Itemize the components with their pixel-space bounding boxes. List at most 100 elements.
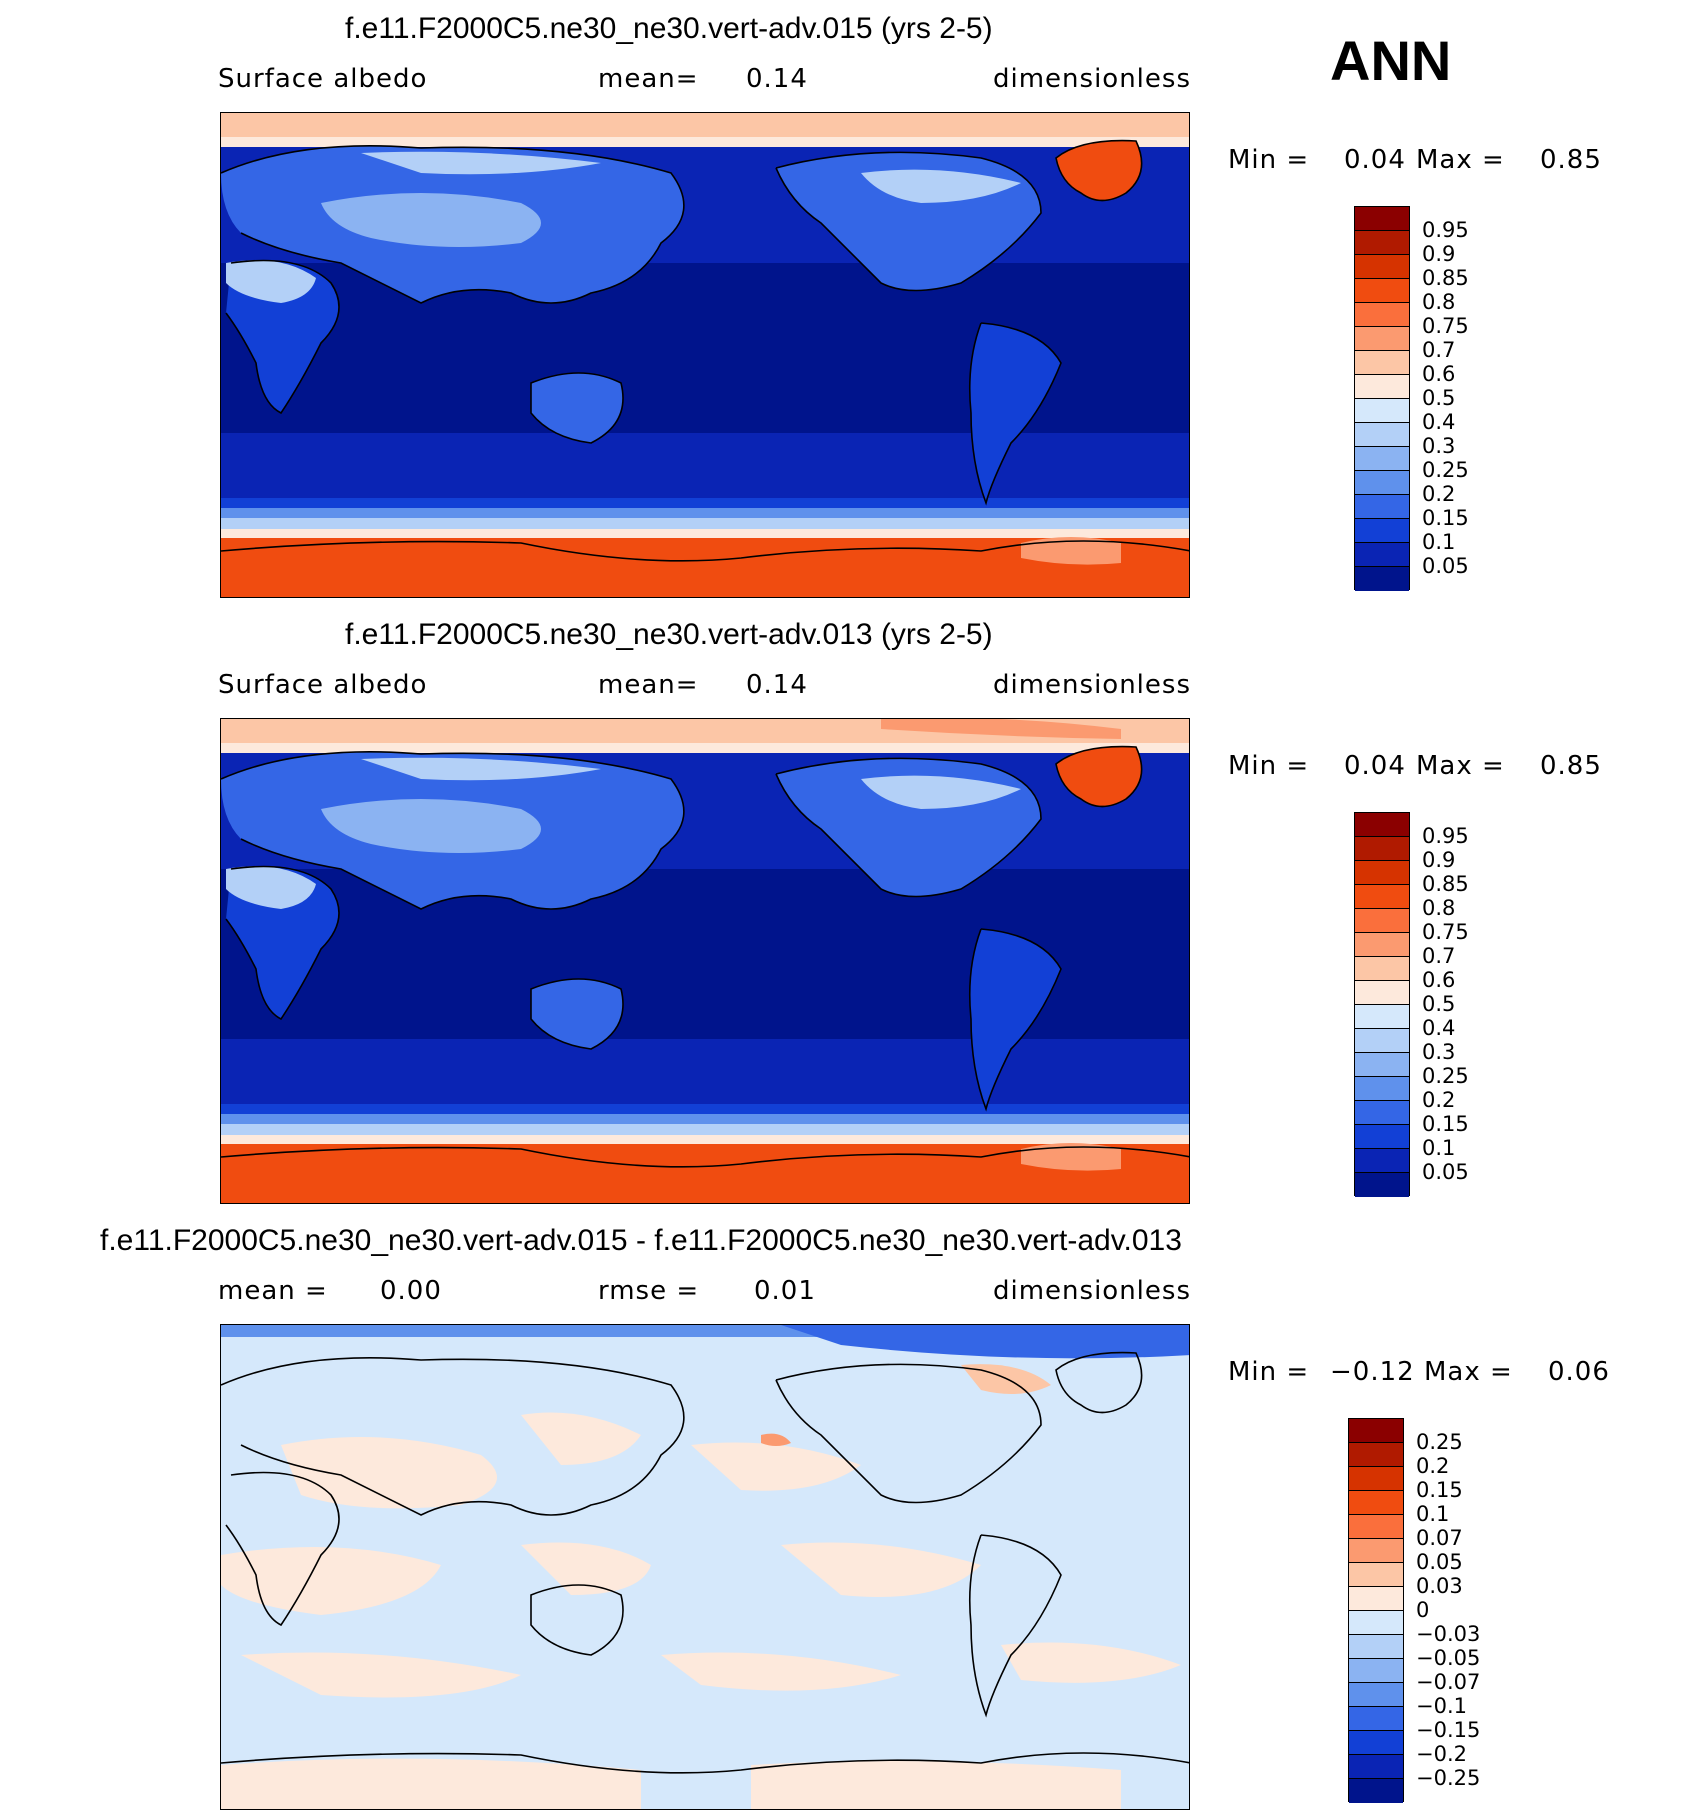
panel-1-mean-label: mean= [598, 64, 699, 94]
colorbar-segment [1355, 1053, 1409, 1077]
panel-2-mean-value: 0.14 [746, 670, 808, 700]
panel-2-mean-label: mean= [598, 670, 699, 700]
season-label: ANN [1330, 29, 1452, 92]
colorbar-tick-label: 0.2 [1422, 482, 1456, 506]
colorbar-tick-label: 0.25 [1416, 1430, 1463, 1454]
colorbar-segment [1355, 837, 1409, 861]
colorbar-tick-label: 0.03 [1416, 1574, 1463, 1598]
colorbar-segment [1355, 399, 1409, 423]
panel-3-max-label: Max = [1424, 1357, 1513, 1387]
colorbar-tick-label: 0.3 [1422, 434, 1456, 458]
panel-1-title: f.e11.F2000C5.ne30_ne30.vert-adv.015 (yr… [345, 12, 993, 45]
colorbar-segment [1355, 303, 1409, 327]
colorbar-segment [1355, 423, 1409, 447]
colorbar-segment [1349, 1779, 1403, 1803]
colorbar-tick-label: 0.7 [1422, 338, 1456, 362]
colorbar-tick-label: 0.1 [1422, 1136, 1456, 1160]
colorbar-segment [1355, 495, 1409, 519]
panel-3-units: dimensionless [993, 1276, 1191, 1306]
panel-2-map-field [221, 719, 1189, 1203]
panel-2-max-value: 0.85 [1540, 751, 1602, 781]
colorbar-tick-label: −0.2 [1416, 1742, 1467, 1766]
colorbar-segment [1349, 1539, 1403, 1563]
colorbar-segment [1349, 1683, 1403, 1707]
colorbar-tick-label: 0.85 [1422, 266, 1469, 290]
panel-1-units: dimensionless [993, 64, 1191, 94]
colorbar-segment [1355, 813, 1409, 837]
colorbar-tick-label: 0.95 [1422, 824, 1469, 848]
panel-1-map [220, 112, 1190, 598]
colorbar-segment [1355, 231, 1409, 255]
colorbar-tick-label: 0.9 [1422, 848, 1456, 872]
colorbar-segment [1355, 327, 1409, 351]
colorbar-segment [1349, 1443, 1403, 1467]
colorbar-segment [1349, 1515, 1403, 1539]
panel-1-colorbar [1354, 206, 1410, 591]
panel-1-max-label: Max = [1416, 145, 1505, 175]
colorbar-tick-label: 0.8 [1422, 290, 1456, 314]
panel-3-mean-label: mean = [218, 1276, 328, 1306]
colorbar-tick-label: 0.75 [1422, 314, 1469, 338]
colorbar-tick-label: 0.15 [1422, 1112, 1469, 1136]
panel-3-map [220, 1324, 1190, 1810]
colorbar-segment [1355, 543, 1409, 567]
panel-2-map [220, 718, 1190, 1204]
colorbar-tick-label: 0.05 [1422, 1160, 1469, 1184]
colorbar-segment [1349, 1419, 1403, 1443]
colorbar-tick-label: 0.07 [1416, 1526, 1463, 1550]
colorbar-segment [1349, 1587, 1403, 1611]
colorbar-segment [1349, 1635, 1403, 1659]
colorbar-segment [1355, 1173, 1409, 1197]
colorbar-segment [1355, 1077, 1409, 1101]
colorbar-segment [1355, 447, 1409, 471]
panel-1-max-value: 0.85 [1540, 145, 1602, 175]
colorbar-tick-label: −0.07 [1416, 1670, 1481, 1694]
colorbar-segment [1349, 1755, 1403, 1779]
panel-3-min-value: −0.12 [1330, 1357, 1415, 1387]
colorbar-tick-label: 0.95 [1422, 218, 1469, 242]
colorbar-tick-label: 0.75 [1422, 920, 1469, 944]
colorbar-tick-label: −0.15 [1416, 1718, 1481, 1742]
panel-2-max-label: Max = [1416, 751, 1505, 781]
colorbar-tick-label: 0.3 [1422, 1040, 1456, 1064]
colorbar-tick-label: 0.05 [1422, 554, 1469, 578]
panel-2-units: dimensionless [993, 670, 1191, 700]
panel-1-min-value: 0.04 [1344, 145, 1406, 175]
panel-2-colorbar [1354, 812, 1410, 1197]
colorbar-tick-label: 0.05 [1416, 1550, 1463, 1574]
panel-2-min-label: Min = [1228, 751, 1310, 781]
panel-3-map-field [221, 1325, 1189, 1809]
panel-2-min-value: 0.04 [1344, 751, 1406, 781]
colorbar-segment [1355, 375, 1409, 399]
colorbar-tick-label: 0.5 [1422, 992, 1456, 1016]
colorbar-segment [1349, 1491, 1403, 1515]
colorbar-segment [1355, 885, 1409, 909]
panel-3-title: f.e11.F2000C5.ne30_ne30.vert-adv.015 - f… [100, 1224, 1182, 1257]
colorbar-segment [1355, 933, 1409, 957]
colorbar-tick-label: −0.05 [1416, 1646, 1481, 1670]
colorbar-tick-label: 0.9 [1422, 242, 1456, 266]
colorbar-segment [1355, 1125, 1409, 1149]
colorbar-segment [1355, 1005, 1409, 1029]
colorbar-tick-label: 0.25 [1422, 458, 1469, 482]
panel-3-colorbar [1348, 1418, 1404, 1803]
colorbar-segment [1355, 567, 1409, 591]
panel-3-min-label: Min = [1228, 1357, 1310, 1387]
panel-1-min-label: Min = [1228, 145, 1310, 175]
colorbar-tick-label: 0.25 [1422, 1064, 1469, 1088]
colorbar-segment [1349, 1659, 1403, 1683]
colorbar-tick-label: 0.2 [1422, 1088, 1456, 1112]
colorbar-tick-label: 0.1 [1416, 1502, 1450, 1526]
colorbar-segment [1355, 471, 1409, 495]
colorbar-tick-label: 0.6 [1422, 362, 1456, 386]
colorbar-segment [1355, 1029, 1409, 1053]
colorbar-segment [1349, 1611, 1403, 1635]
colorbar-segment [1355, 255, 1409, 279]
colorbar-segment [1349, 1563, 1403, 1587]
colorbar-tick-label: 0.4 [1422, 410, 1456, 434]
colorbar-tick-label: 0.15 [1422, 506, 1469, 530]
panel-3-rmse-label: rmse = [598, 1276, 700, 1306]
colorbar-segment [1349, 1731, 1403, 1755]
colorbar-tick-label: 0.85 [1422, 872, 1469, 896]
colorbar-tick-label: 0.6 [1422, 968, 1456, 992]
